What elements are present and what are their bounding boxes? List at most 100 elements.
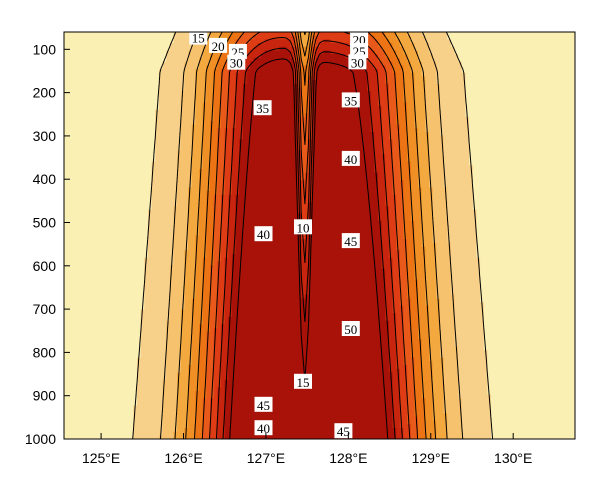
contour-fill-cell bbox=[450, 87, 456, 92]
contour-fill-cell bbox=[166, 65, 171, 70]
contour-fill-cell bbox=[206, 65, 211, 70]
contour-fill-cell bbox=[133, 94, 138, 100]
contour-fill-cell bbox=[345, 87, 350, 92]
contour-fill-cell bbox=[545, 109, 551, 114]
contour-fill-cell bbox=[472, 143, 478, 148]
contour-fill-cell bbox=[93, 135, 98, 140]
contour-fill-cell bbox=[144, 146, 149, 151]
contour-fill-cell bbox=[432, 150, 437, 155]
contour-fill-cell bbox=[377, 35, 383, 40]
contour-fill-cell bbox=[377, 32, 383, 37]
contour-fill-cell bbox=[257, 94, 262, 100]
contour-fill-cell bbox=[224, 83, 229, 89]
contour-fill-cell bbox=[78, 57, 83, 63]
contour-fill-cell bbox=[147, 146, 153, 151]
contour-fill-cell bbox=[549, 120, 554, 126]
contour-fill-cell bbox=[392, 32, 397, 37]
contour-fill-cell bbox=[177, 131, 182, 137]
contour-fill-cell bbox=[250, 87, 255, 92]
contour-fill-cell bbox=[461, 157, 467, 163]
contour-fill-cell bbox=[323, 102, 328, 107]
contour-fill-cell bbox=[279, 54, 284, 59]
contour-fill-cell bbox=[275, 161, 280, 166]
contour-fill-cell bbox=[231, 139, 237, 144]
contour-fill-cell bbox=[567, 65, 572, 70]
contour-fill-cell bbox=[374, 102, 379, 107]
contour-fill-cell bbox=[290, 46, 295, 52]
contour-fill-cell bbox=[567, 91, 572, 96]
contour-fill-cell bbox=[487, 146, 492, 151]
contour-fill-cell bbox=[162, 46, 167, 52]
contour-fill-cell bbox=[337, 113, 342, 118]
contour-fill-cell bbox=[213, 61, 218, 66]
contour-fill-cell bbox=[213, 87, 218, 92]
contour-fill-cell bbox=[542, 57, 547, 63]
contour-fill-cell bbox=[443, 65, 448, 70]
contour-fill-cell bbox=[410, 106, 415, 111]
contour-fill-cell bbox=[323, 65, 328, 70]
contour-fill-cell bbox=[556, 76, 561, 81]
contour-fill-cell bbox=[279, 87, 284, 92]
contour-fill-cell bbox=[129, 120, 134, 126]
contour-fill-cell bbox=[556, 65, 561, 70]
contour-fill-cell bbox=[421, 154, 426, 159]
contour-fill-cell bbox=[439, 157, 445, 163]
contour-fill-cell bbox=[531, 54, 536, 59]
contour-fill-cell bbox=[549, 98, 554, 103]
contour-fill-cell bbox=[268, 124, 273, 129]
contour-fill-cell bbox=[162, 72, 167, 77]
contour-fill-cell bbox=[538, 98, 543, 103]
contour-fill-cell bbox=[527, 94, 532, 100]
contour-fill-cell bbox=[334, 131, 339, 137]
contour-fill-cell bbox=[461, 46, 467, 52]
contour-fill-cell bbox=[374, 43, 379, 48]
contour-fill-cell bbox=[410, 69, 415, 74]
contour-fill-cell bbox=[122, 139, 127, 144]
contour-fill-cell bbox=[133, 54, 138, 59]
contour-fill-cell bbox=[147, 124, 153, 129]
contour-fill-cell bbox=[337, 117, 342, 122]
contour-fill-cell bbox=[155, 57, 160, 63]
contour-fill-cell bbox=[326, 109, 332, 114]
contour-fill-cell bbox=[242, 109, 248, 114]
contour-fill-cell bbox=[476, 76, 481, 81]
contour-fill-cell bbox=[239, 32, 244, 37]
contour-fill-cell bbox=[319, 80, 324, 85]
contour-fill-cell bbox=[399, 139, 405, 144]
contour-fill-cell bbox=[85, 139, 91, 144]
contour-fill-cell bbox=[104, 46, 109, 52]
contour-fill-cell bbox=[549, 146, 554, 151]
contour-fill-cell bbox=[425, 120, 430, 126]
contour-fill-cell bbox=[210, 143, 215, 148]
contour-fill-cell bbox=[567, 146, 572, 151]
contour-fill-cell bbox=[275, 57, 280, 63]
contour-fill-cell bbox=[213, 72, 218, 77]
contour-fill-cell bbox=[129, 154, 134, 159]
contour-fill-cell bbox=[564, 98, 569, 103]
contour-fill-cell bbox=[126, 50, 131, 55]
contour-fill-cell bbox=[443, 124, 448, 129]
contour-fill-cell bbox=[487, 43, 492, 48]
contour-fill-cell bbox=[498, 72, 503, 77]
contour-fill-cell bbox=[191, 43, 196, 48]
contour-fill-cell bbox=[407, 117, 412, 122]
contour-fill-cell bbox=[202, 146, 207, 151]
contour-fill-cell bbox=[556, 72, 561, 77]
contour-fill-cell bbox=[534, 50, 540, 55]
contour-fill-cell bbox=[286, 43, 291, 48]
contour-fill-cell bbox=[425, 98, 430, 103]
contour-fill-cell bbox=[290, 113, 295, 118]
contour-fill-cell bbox=[122, 35, 127, 40]
contour-fill-cell bbox=[356, 143, 361, 148]
contour-fill-cell bbox=[341, 76, 346, 81]
contour-fill-cell bbox=[177, 124, 182, 129]
contour-fill-cell bbox=[388, 113, 394, 118]
contour-fill-cell bbox=[348, 72, 353, 77]
contour-fill-cell bbox=[242, 91, 248, 96]
contour-fill-cell bbox=[184, 94, 189, 100]
contour-fill-cell bbox=[257, 139, 262, 144]
contour-fill-cell bbox=[399, 106, 405, 111]
contour-fill-cell bbox=[403, 39, 408, 44]
contour-fill-cell bbox=[126, 54, 131, 59]
contour-fill-cell bbox=[257, 76, 262, 81]
